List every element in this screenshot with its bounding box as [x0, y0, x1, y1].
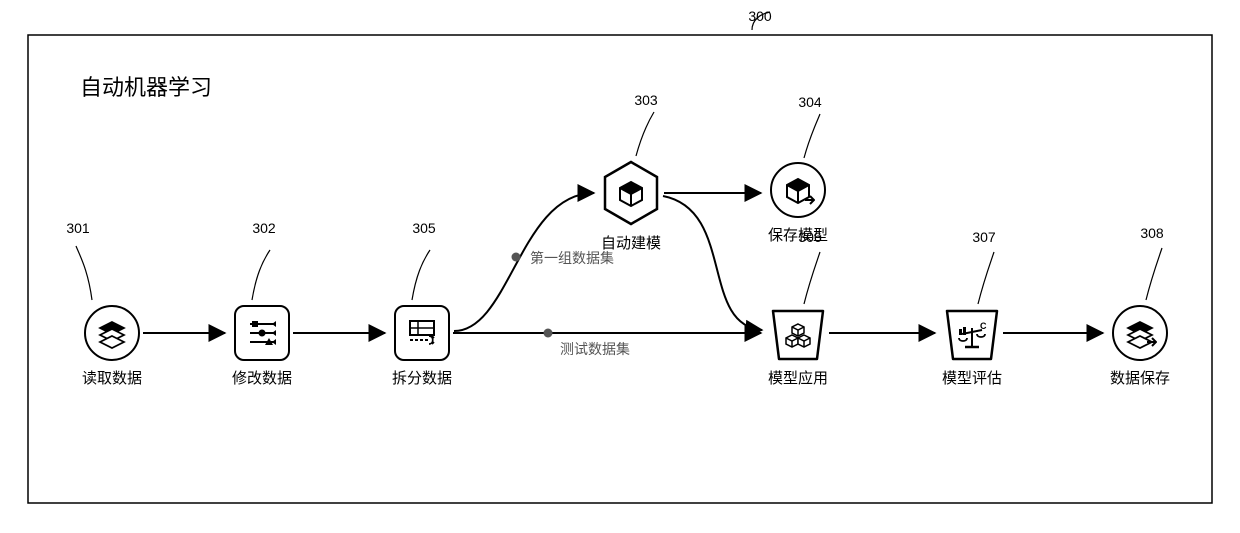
node-label: 修改数据 [232, 367, 292, 388]
ref-label: 307 [972, 229, 995, 245]
cube-icon [602, 160, 660, 226]
ref-label: 308 [1140, 225, 1163, 241]
node-n302 [234, 305, 290, 361]
cube-export-icon [770, 162, 826, 218]
node-label: 拆分数据 [392, 367, 452, 388]
ref-label: 305 [412, 220, 435, 236]
ref-label: 302 [252, 220, 275, 236]
edge-label: 测试数据集 [560, 339, 630, 359]
ref-label: 301 [66, 220, 89, 236]
cubes-icon [770, 309, 826, 361]
layers-export-icon [1112, 305, 1168, 361]
node-label: 读取数据 [82, 367, 142, 388]
diagram-stage: 自动机器学习 测试数据集第一组数据集300读取数据301修改数据302拆分数据3… [0, 0, 1240, 533]
node-n304 [770, 162, 826, 218]
scale-icon: C [944, 309, 1000, 361]
ref-label: 304 [798, 94, 821, 110]
ref-label: 306 [798, 229, 821, 245]
node-n303 [602, 160, 660, 226]
split-icon [394, 305, 450, 361]
node-n307: C [944, 309, 1000, 361]
edge-dot [544, 329, 553, 338]
node-n301 [84, 305, 140, 361]
node-label: 模型应用 [768, 367, 828, 388]
sliders-icon [234, 305, 290, 361]
svg-text:C: C [980, 321, 987, 331]
node-label: 自动建模 [601, 232, 661, 253]
layers-icon [84, 305, 140, 361]
node-n306 [770, 309, 826, 361]
page-title: 自动机器学习 [80, 70, 212, 102]
ref-label: 303 [634, 92, 657, 108]
edge-dot [512, 253, 521, 262]
node-label: 模型评估 [942, 367, 1002, 388]
frame-ref: 300 [748, 8, 771, 24]
node-n305 [394, 305, 450, 361]
node-n308 [1112, 305, 1168, 361]
node-label: 数据保存 [1110, 367, 1170, 388]
